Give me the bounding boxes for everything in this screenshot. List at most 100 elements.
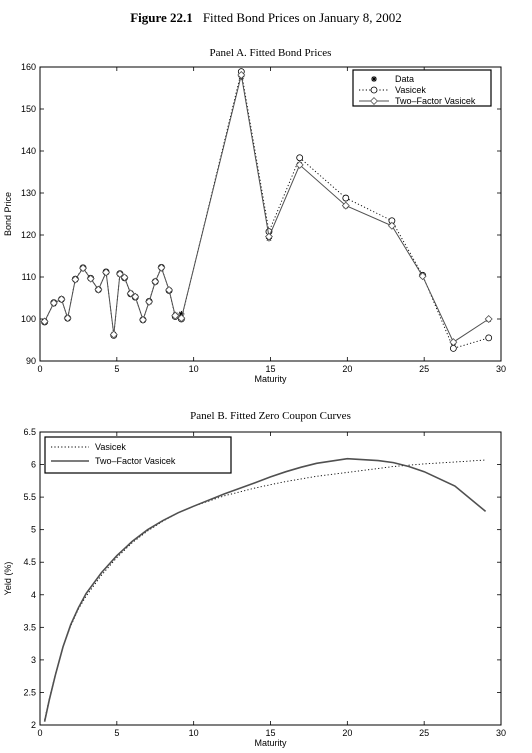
panel-a-legend-label: Vasicek <box>395 85 426 95</box>
panel-a-legend-marker <box>370 97 378 105</box>
panel-a-legend-item: Two–Factor Vasicek <box>359 96 476 106</box>
panel-a-series-vasicek-point <box>296 154 304 162</box>
panel-a-x-tick-label: 25 <box>419 364 429 374</box>
panel-b-x-tick-label: 25 <box>419 728 429 738</box>
panel-a-series-two-factor-vasicek-point <box>63 314 72 323</box>
panel-a-series-two-factor-vasicek-point <box>102 268 111 277</box>
panel-a-y-tick-label: 90 <box>26 356 36 366</box>
panel-a-series-two-factor-vasicek-point <box>79 264 87 273</box>
panel-a-series-two-factor-vasicek-point <box>115 270 124 279</box>
panel-a-series-two-factor-vasicek <box>40 71 493 347</box>
panel-a-series-two-factor-vasicek-point <box>126 289 135 298</box>
panel-b-legend-item: Vasicek <box>51 442 126 452</box>
panel-a-series-vasicek-point <box>342 194 350 202</box>
panel-a-y-tick-label: 150 <box>21 104 36 114</box>
panel-a-series-two-factor-vasicek-point <box>138 315 147 324</box>
panel-a-plot-frame <box>39 66 502 362</box>
panel-a-series-two-factor-vasicek-point <box>109 330 118 339</box>
panel-a-y-tick-label: 100 <box>21 314 36 324</box>
panel-a-legend-label: Data <box>395 74 414 84</box>
panel-b-series-vasicek <box>44 459 486 720</box>
panel-a-series-two-factor-vasicek-point <box>49 299 58 308</box>
panel-a-series-two-factor-vasicek-point <box>145 297 154 306</box>
panel-b-series-two-factor-vasicek <box>43 457 487 722</box>
panel-a-chart: Panel A. Fitted Bond Prices 0 5 10 15 20 25 30 9… <box>3 47 506 384</box>
panel-a-series-two-factor-vasicek-point <box>418 272 427 281</box>
panel-b-legend-box <box>44 436 232 474</box>
panel-a-series-data <box>41 73 492 346</box>
panel-a-series-two-factor-vasicek-point <box>57 295 66 304</box>
panel-a-series-two-factor-vasicek-point <box>341 201 350 210</box>
panel-b-y-tick-label: 6.5 <box>23 427 36 437</box>
panel-b-x-axis-label: Maturity <box>254 738 287 748</box>
panel-a-series-two-factor-vasicek-point <box>40 317 49 326</box>
panel-a-x-tick-label: 15 <box>265 364 275 374</box>
panel-a-series-two-factor-vasicek-line <box>44 74 489 343</box>
panel-a-series-vasicek-point <box>485 334 493 342</box>
panel-a-series-vasicek-line <box>44 71 489 349</box>
panel-b-x-tick-label: 0 <box>37 728 42 738</box>
panel-a-y-tick-label: 160 <box>21 62 36 72</box>
panel-a-series-two-factor-vasicek-point <box>120 273 129 282</box>
panel-a-series-two-factor-vasicek-point <box>264 232 273 241</box>
panel-b-y-tick-label: 4 <box>31 590 36 600</box>
panel-a-legend-label: Two–Factor Vasicek <box>395 96 476 106</box>
panel-b-x-tick-label: 5 <box>114 728 119 738</box>
panel-b-series-vasicek-line <box>44 459 486 720</box>
panel-a-y-tick-label: 110 <box>22 272 36 282</box>
figure-number: Figure 22.1 <box>130 10 193 25</box>
panel-a-series-two-factor-vasicek-point <box>86 274 95 283</box>
panel-b-x-tick-label: 10 <box>189 728 199 738</box>
panel-b-y-tick-label: 6 <box>31 460 36 470</box>
figure-title: Figure 22.1 Fitted Bond Prices on January… <box>0 10 532 26</box>
panel-a-series-two-factor-vasicek-point <box>484 315 493 323</box>
panel-a-series-two-factor-vasicek-point <box>177 314 186 323</box>
panel-a-series-two-factor-vasicek-point <box>171 311 180 320</box>
panel-a-series-two-factor-vasicek-point <box>157 263 166 272</box>
panel-a-legend-marker <box>370 86 378 94</box>
panel-b-y-tick-label: 5 <box>31 525 36 535</box>
panel-b-title: Panel B. Fitted Zero Coupon Curves <box>190 410 351 422</box>
panel-b-x-tick-label: 15 <box>265 728 275 738</box>
panel-b-y-tick-label: 3 <box>31 655 36 665</box>
panel-a-series-two-factor-vasicek-point <box>71 275 80 284</box>
panel-a-title: Panel A. Fitted Bond Prices <box>210 47 332 59</box>
panel-a-series-two-factor-vasicek-point <box>387 221 396 230</box>
panel-a-x-tick-label: 30 <box>496 364 506 374</box>
panel-a-x-tick-label: 5 <box>114 364 119 374</box>
panel-a-x-tick-label: 0 <box>37 364 42 374</box>
panel-b-legend: Vasicek Two–Factor Vasicek <box>44 436 232 474</box>
panel-a-series-two-factor-vasicek-point <box>94 285 103 294</box>
panel-b-x-tick-label: 30 <box>496 728 506 738</box>
panel-a-series-two-factor-vasicek-point <box>295 160 304 169</box>
panel-a-legend-item: Data <box>371 74 414 84</box>
panel-b-chart: Panel B. Fitted Zero Coupon Curves 0 5 10 15… <box>3 410 506 748</box>
panel-a-y-axis-label: Bond Price <box>3 192 13 236</box>
panel-a-series-vasicek-point <box>449 344 457 352</box>
panel-a-legend-marker <box>371 76 377 82</box>
panel-b-legend-item: Two–Factor Vasicek <box>51 456 176 466</box>
panel-a-series-two-factor-vasicek-point <box>449 338 458 347</box>
panel-a-x-tick-label: 20 <box>342 364 352 374</box>
panel-a-series-two-factor-vasicek-point <box>151 277 160 286</box>
panel-a-series-two-factor-vasicek-point <box>237 71 246 79</box>
panel-b-y-tick-label: 3.5 <box>23 622 36 632</box>
figure-caption: Fitted Bond Prices on January 8, 2002 <box>202 10 402 25</box>
panel-a-y-tick-label: 130 <box>21 188 36 198</box>
panel-b-series-two-factor-vasicek-line <box>43 457 487 722</box>
panel-b-x-tick-label: 20 <box>342 728 352 738</box>
panel-a-series-vasicek <box>41 68 493 352</box>
panel-b-y-tick-label: 5.5 <box>23 492 36 502</box>
panel-a-series-two-factor-vasicek-point <box>165 286 174 294</box>
panel-b-legend-label: Vasicek <box>95 442 126 452</box>
panel-a-y-tick-label: 120 <box>21 230 36 240</box>
panel-a-x-tick-label: 10 <box>189 364 199 374</box>
panel-a-y-tick-label: 140 <box>21 146 36 156</box>
panel-b-y-tick-label: 2 <box>31 720 36 730</box>
panel-a-x-axis-label: Maturity <box>254 374 287 384</box>
panel-a-series-two-factor-vasicek-point <box>131 292 140 301</box>
panel-b-y-axis-label: Yeld (%) <box>3 562 13 596</box>
panel-b-y-tick-label: 4.5 <box>23 557 36 567</box>
